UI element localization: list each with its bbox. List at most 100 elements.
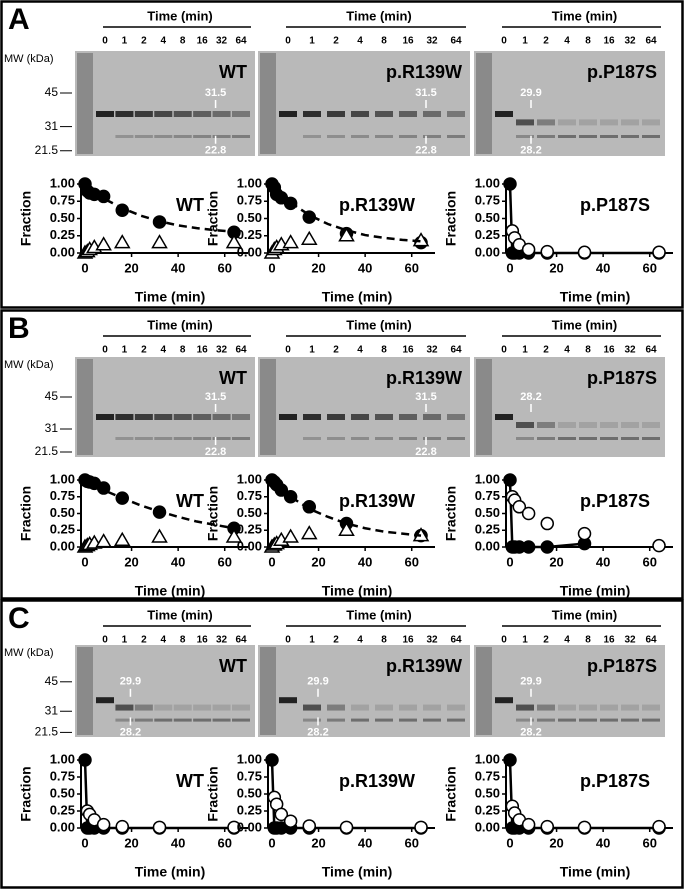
lane-label: 64 [645,635,657,646]
lane-label: 4 [161,36,167,47]
band [579,135,597,138]
x-axis-label: Time (min) [135,289,206,305]
band [600,119,618,126]
band [96,111,114,117]
time-header: Time (min) [346,317,412,332]
x-tick-label: 40 [171,554,185,569]
lane-label: 2 [141,36,147,47]
triangle-point [225,234,243,249]
band [516,718,534,722]
lane-label: 2 [333,635,339,646]
lane-label: 32 [426,635,438,646]
band [232,414,250,420]
band [516,437,534,440]
chart-title: WT [176,195,204,215]
y-axis-label: Fraction [205,486,221,541]
y-tick-label: 0.75 [475,193,500,208]
lane-label: 4 [564,345,570,356]
gel-name: p.R139W [386,368,462,388]
circle-point [152,820,167,835]
y-tick-label: 1.00 [50,751,75,766]
triangle-point [151,528,168,543]
band-label: 28.2 [307,726,328,738]
chart-title: p.P187S [580,771,650,791]
band [423,111,441,117]
y-tick-label: 0.75 [475,488,500,503]
x-tick-label: 0 [506,554,513,569]
marker-lane [77,647,93,735]
y-tick-label: 1.00 [475,751,500,766]
mw-label: MW (kDa) [4,53,54,65]
band [399,414,417,420]
lane-label: 1 [122,345,128,356]
y-tick-label: 0.75 [237,768,262,783]
marker-lane [77,53,93,154]
circle-point [503,473,517,487]
x-tick-label: 0 [506,260,513,275]
marker-lane [476,359,492,455]
band [212,718,231,722]
band [96,697,114,704]
circle-point [274,807,289,822]
band [621,718,639,722]
lane-label: 32 [426,36,438,47]
lane-label: 2 [543,635,549,646]
time-header: Time (min) [552,607,618,622]
band [375,704,393,711]
band [134,414,153,420]
lane-label: 16 [197,36,209,47]
circle-point [283,814,298,828]
band-label: 29.9 [520,87,541,99]
band [600,422,618,428]
lane-label: 1 [522,635,528,646]
lane-label: 8 [180,345,186,356]
x-tick-label: 20 [311,835,325,850]
band [154,437,173,440]
gel-name: p.P187S [587,368,657,388]
y-tick-label: 0.00 [50,538,75,553]
band [303,414,321,420]
lane-label: 1 [522,345,528,356]
gel [474,357,665,457]
y-tick-label: 0.50 [237,505,262,520]
mw-mark: 45 [45,674,59,688]
lane-label: 16 [603,345,615,356]
lane-label: 16 [402,635,414,646]
mw-mark: 45 [45,85,59,99]
band-label: 31.5 [415,391,436,403]
x-tick-label: 20 [549,260,563,275]
gel-name: WT [219,62,247,82]
band [173,135,192,138]
fit-curve [271,183,422,243]
marker-lane [77,359,93,455]
lane-label: 1 [309,345,315,356]
lane-label: 2 [543,36,549,47]
y-tick-label: 0.00 [237,538,262,553]
time-header: Time (min) [346,607,412,622]
band [173,437,192,440]
band [327,718,345,722]
x-axis-label: Time (min) [135,864,206,880]
triangle-point [113,531,131,547]
lane-label: 64 [450,345,462,356]
band [193,704,212,711]
band [399,437,417,440]
band [447,704,465,711]
band [279,697,297,704]
band [375,111,393,117]
x-tick-label: 40 [171,835,185,850]
lane-label: 4 [161,635,167,646]
x-tick-label: 0 [81,554,88,569]
chart-title: WT [176,771,204,791]
y-tick-label: 0.50 [50,505,75,520]
triangle-point [95,236,112,251]
band [642,135,660,138]
time-header: Time (min) [147,8,213,23]
x-tick-label: 0 [268,835,275,850]
mw-label: MW (kDa) [4,647,54,659]
y-tick-label: 0.75 [50,768,75,783]
y-tick-label: 0.75 [237,488,262,503]
gel-name: p.R139W [386,62,462,82]
band [115,111,134,117]
